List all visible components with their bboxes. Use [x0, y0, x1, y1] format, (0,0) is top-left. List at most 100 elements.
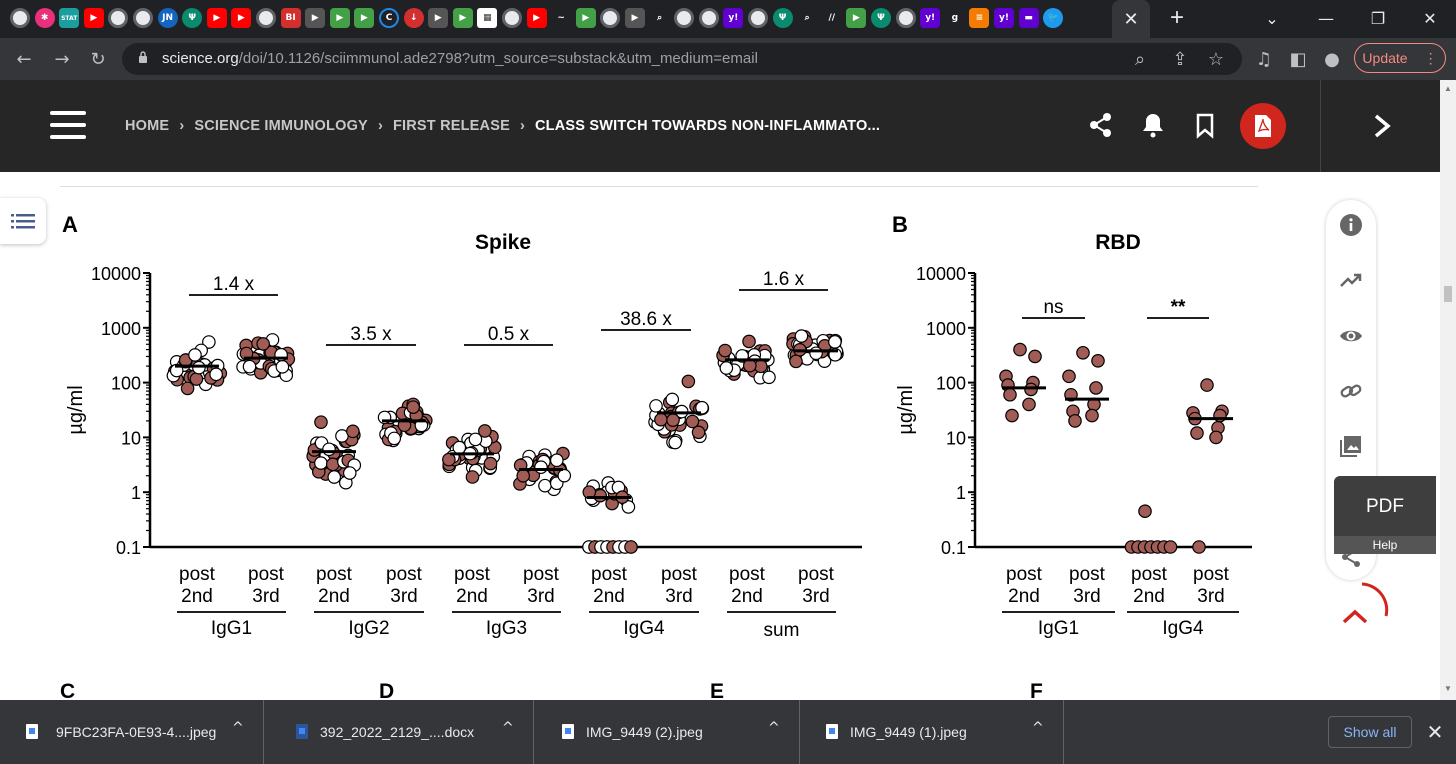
globe-icon[interactable] — [674, 8, 695, 28]
youtube-icon[interactable]: ▶ — [206, 8, 227, 28]
substack-icon[interactable]: ▶ — [305, 8, 326, 28]
breadcrumb-home[interactable]: HOME — [125, 118, 170, 134]
share-icon[interactable] — [1088, 110, 1114, 140]
chevron-up-icon[interactable]: ^ — [502, 720, 514, 736]
globe-icon[interactable] — [698, 8, 719, 28]
wave-icon[interactable]: ~ — [551, 8, 572, 28]
globe-icon[interactable] — [600, 8, 621, 28]
globe-icon[interactable] — [256, 8, 276, 28]
group-label: IgG1 — [1038, 618, 1079, 639]
search-icon[interactable]: ⌕ — [649, 8, 670, 28]
chevron-up-icon[interactable]: ^ — [1032, 720, 1044, 736]
eye-icon[interactable] — [1339, 324, 1363, 348]
yahoo-icon[interactable]: y! — [920, 8, 941, 28]
share-page-icon[interactable]: ⇪ — [1172, 48, 1188, 70]
back-icon[interactable]: ← — [16, 48, 32, 70]
show-all-button[interactable]: Show all — [1328, 716, 1412, 748]
data-point — [828, 335, 842, 349]
globe-icon[interactable] — [10, 8, 30, 28]
breadcrumb-section[interactable]: FIRST RELEASE — [392, 118, 510, 134]
address-bar[interactable]: science.org/doi/10.1126/sciimmunol.ade27… — [122, 43, 1242, 75]
data-point — [1138, 504, 1152, 519]
youtube-icon[interactable]: ▶ — [231, 8, 252, 28]
play-icon[interactable]: ▶ — [354, 8, 375, 28]
minimize-button[interactable]: — — [1318, 8, 1334, 28]
globe-icon[interactable] — [895, 8, 916, 28]
play-icon[interactable]: ▶ — [575, 8, 596, 28]
hamburger-menu-icon[interactable] — [50, 111, 86, 139]
info-icon[interactable] — [1339, 213, 1363, 237]
trident-icon[interactable]: Ψ — [182, 8, 203, 28]
yahoo-icon[interactable]: y! — [723, 8, 744, 28]
scroll-to-top-icon[interactable] — [1326, 582, 1392, 632]
update-button[interactable]: Update ⋮ — [1354, 43, 1446, 73]
next-article-icon[interactable] — [1370, 110, 1394, 142]
download-item[interactable]: 9FBC23FA-0E93-4....jpeg ^ — [0, 700, 264, 764]
side-panel-icon[interactable]: ◧ — [1289, 48, 1307, 70]
close-window-button[interactable]: ✕ — [1423, 8, 1437, 28]
stat-icon[interactable]: STAT — [59, 8, 80, 28]
scroll-thumb[interactable] — [1444, 286, 1452, 302]
microphone-icon[interactable]: ↓ — [403, 8, 424, 28]
image-icon[interactable] — [1339, 434, 1363, 458]
panel-a-letter: A — [62, 212, 78, 237]
search-icon[interactable]: ⌕ — [797, 8, 818, 28]
reading-list-icon[interactable]: ♫ — [1255, 48, 1273, 70]
stack-icon[interactable]: ≡ — [969, 8, 990, 28]
active-tab-close-button[interactable]: ✕ — [1112, 0, 1150, 38]
play-icon[interactable]: ▶ — [846, 8, 867, 28]
jn-icon[interactable]: JN — [157, 8, 178, 28]
play-icon[interactable]: ▶ — [452, 8, 473, 28]
scroll-down-icon[interactable]: ▼ — [1444, 684, 1452, 693]
bookmark-icon[interactable] — [1192, 110, 1218, 140]
c-icon[interactable]: C — [379, 8, 399, 28]
group-label: IgG1 — [211, 618, 252, 639]
play-icon[interactable]: ▶ — [329, 8, 350, 28]
download-item[interactable]: IMG_9449 (1).jpeg ^ — [800, 700, 1064, 764]
globe-icon[interactable] — [108, 8, 129, 28]
close-download-bar-button[interactable]: ✕ — [1426, 720, 1444, 744]
bi-icon[interactable]: BI — [280, 8, 301, 28]
chevron-up-icon[interactable]: ^ — [768, 720, 780, 736]
profile-icon[interactable]: ● — [1324, 48, 1340, 70]
download-item[interactable]: IMG_9449 (2).jpeg ^ — [536, 700, 800, 764]
group-label: IgG4 — [623, 618, 665, 639]
trending-icon[interactable] — [1339, 268, 1363, 292]
globe-icon[interactable] — [133, 8, 153, 28]
outline-toggle-button[interactable] — [0, 198, 46, 244]
grid-icon[interactable]: ▦ — [477, 8, 498, 28]
reload-icon[interactable]: ↻ — [90, 48, 106, 70]
zoom-icon[interactable]: ⌕ — [1134, 48, 1146, 70]
youtube-icon[interactable]: ▶ — [83, 8, 104, 28]
substack-icon[interactable]: ▶ — [428, 8, 449, 28]
download-filename: 9FBC23FA-0E93-4....jpeg — [56, 724, 217, 740]
bookmark-star-icon[interactable]: ☆ — [1207, 48, 1225, 70]
trident-icon[interactable]: Ψ — [772, 8, 793, 28]
globe-icon[interactable] — [502, 8, 522, 28]
pdf-download-button[interactable] — [1240, 103, 1286, 149]
pdf-help-widget[interactable]: PDF Help — [1334, 476, 1436, 554]
mail-icon[interactable]: ▬ — [1018, 8, 1039, 28]
forward-icon[interactable]: → — [54, 48, 70, 70]
pinwheel-icon[interactable]: ✱ — [34, 8, 55, 28]
figure[interactable]: A Spike µg/ml 1000010001001010.1post2ndp… — [0, 195, 1320, 700]
trident-icon[interactable]: Ψ — [871, 8, 891, 28]
twitter-icon[interactable]: 🐦 — [1043, 8, 1064, 28]
bell-icon[interactable] — [1140, 110, 1166, 140]
breadcrumb-journal[interactable]: SCIENCE IMMUNOLOGY — [194, 118, 368, 134]
substack-icon[interactable]: ▶ — [625, 8, 645, 28]
g-icon[interactable]: g — [944, 8, 965, 28]
maximize-button[interactable]: ❐ — [1370, 8, 1386, 28]
download-item[interactable]: 392_2022_2129_....docx ^ — [270, 700, 534, 764]
scroll-up-icon[interactable]: ▲ — [1444, 84, 1452, 93]
lines-icon[interactable]: // — [821, 8, 842, 28]
youtube-icon[interactable]: ▶ — [526, 8, 547, 28]
tab-search-button[interactable]: ⌄ — [1265, 8, 1279, 28]
globe-icon[interactable] — [748, 8, 768, 28]
new-tab-button[interactable]: + — [1169, 4, 1184, 31]
data-point — [1068, 414, 1082, 428]
page-scrollbar[interactable]: ▲ ▼ — [1440, 80, 1456, 700]
link-icon[interactable] — [1339, 379, 1363, 403]
chevron-up-icon[interactable]: ^ — [232, 720, 244, 736]
yahoo-icon[interactable]: y! — [994, 8, 1014, 28]
